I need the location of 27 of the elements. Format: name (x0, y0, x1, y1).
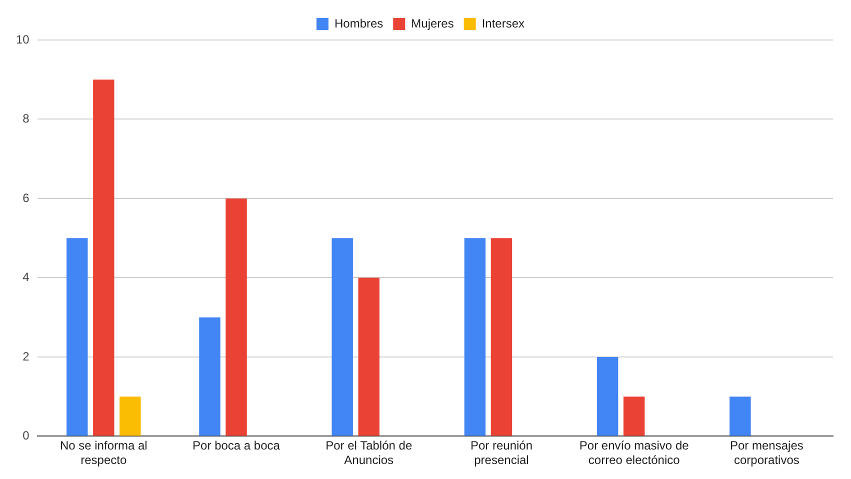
y-tick-label: 6 (22, 190, 30, 205)
bar (490, 238, 512, 436)
bar (464, 238, 486, 436)
legend-label: Mujeres (411, 16, 454, 30)
x-tick-label: Por reunión presencial (470, 438, 532, 468)
legend-label: Hombres (334, 16, 384, 30)
x-tick-label: Por el Tablón de Anuncios (326, 438, 412, 468)
y-tick-label: 4 (22, 270, 30, 284)
bar (358, 278, 380, 436)
x-tick-label: No se informa al respecto (60, 438, 148, 468)
y-tick-label: 0 (22, 428, 30, 443)
bar (730, 396, 751, 436)
bar (120, 396, 141, 436)
bar (199, 317, 220, 436)
y-tick-label: 8 (22, 112, 30, 126)
bar (596, 356, 618, 436)
bar (332, 238, 353, 436)
bar (93, 80, 114, 436)
y-tick-label: 10 (16, 32, 30, 46)
x-tick-label: Por envío masivo de correo electónico (579, 438, 690, 468)
x-tick-label: Por mensajes corporativos (730, 438, 804, 468)
bar (226, 198, 247, 436)
bar (66, 238, 88, 436)
legend-label: Intersex (482, 16, 525, 30)
y-tick-label: 2 (22, 349, 30, 364)
bar (623, 396, 645, 436)
x-tick-label: Por boca a boca (192, 438, 280, 453)
